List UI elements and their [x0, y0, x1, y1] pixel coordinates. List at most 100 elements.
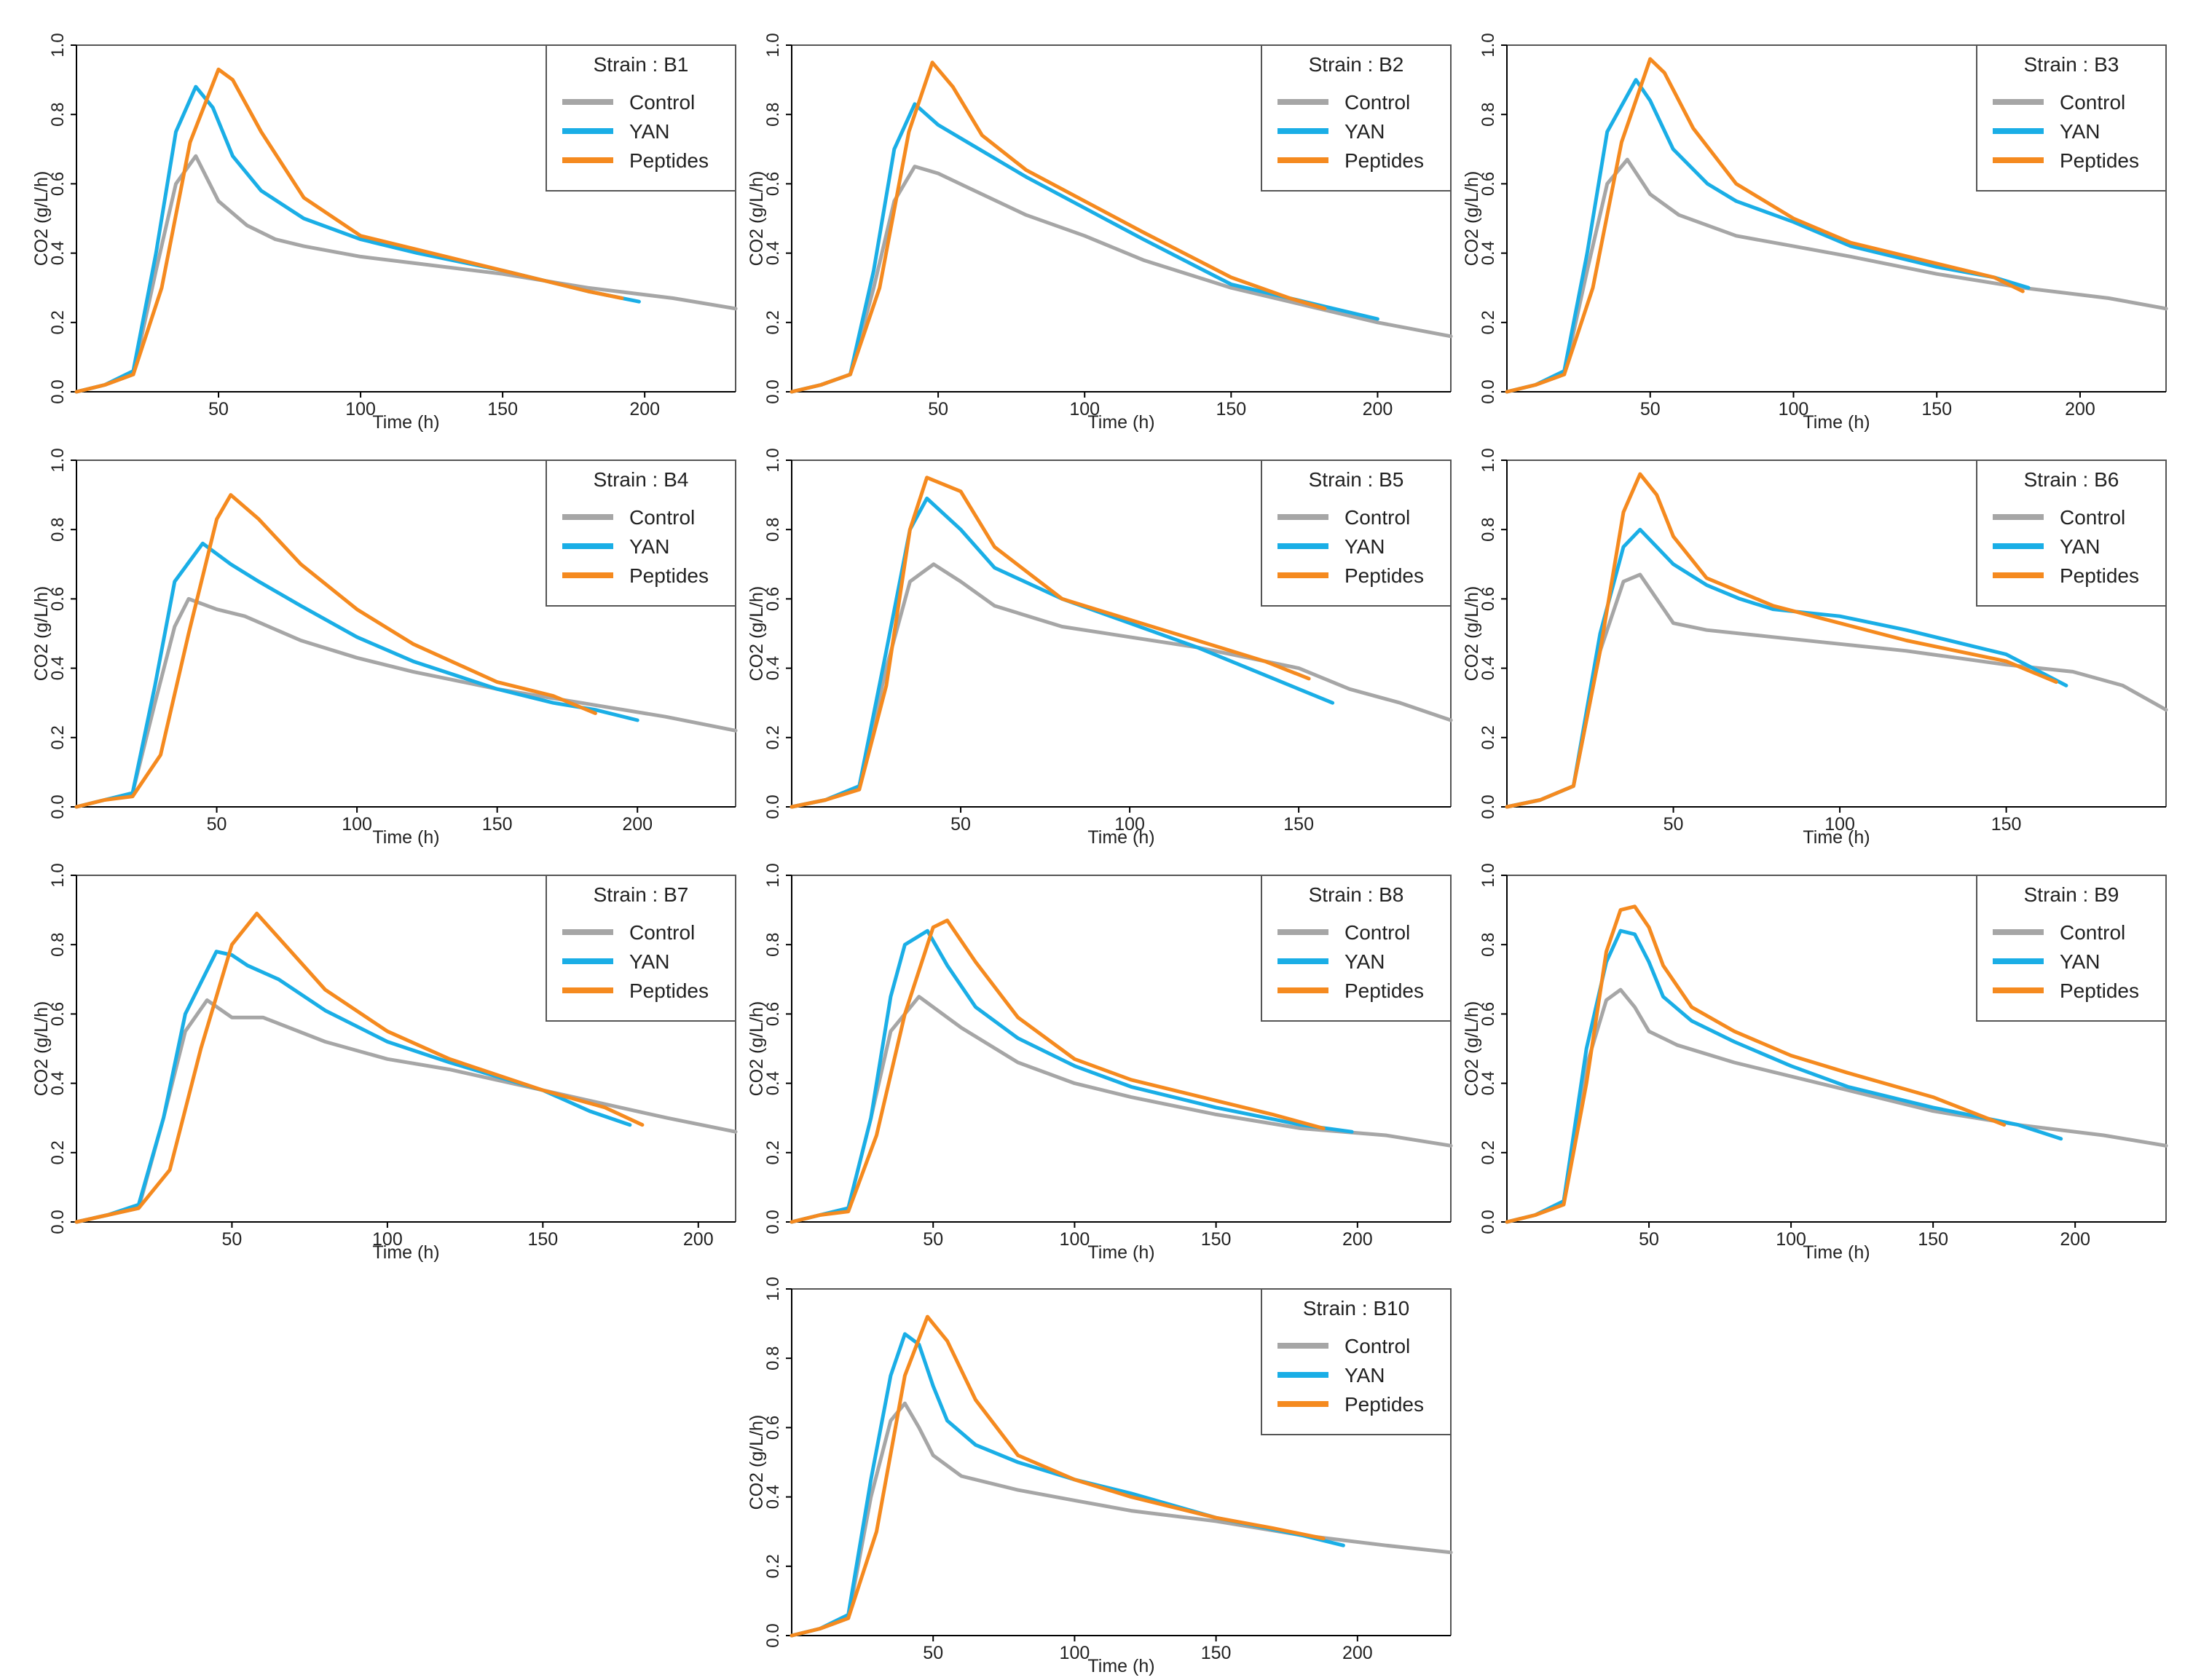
chart-panel: 0.0 0.2 0.4 0.6 0.8 1.0 50 100 150 200 Time (h) CO2…	[1462, 863, 2168, 1263]
y-tick-label: 1.0	[48, 863, 68, 887]
legend-box	[1976, 460, 2167, 607]
y-axis-title: CO2 (g/L/h)	[747, 1415, 767, 1510]
y-tick-label: 0.4	[48, 1071, 68, 1095]
y-tick-label: 0.4	[48, 656, 68, 680]
legend-label-control: Control	[1344, 921, 1410, 944]
y-axis-title: CO2 (g/L/h)	[31, 586, 52, 682]
y-axis-title: CO2 (g/L/h)	[747, 171, 767, 267]
legend-box	[546, 44, 736, 192]
x-tick-label: 50	[950, 814, 971, 835]
y-tick-label: 0.0	[48, 379, 68, 403]
legend-label-control: Control	[1344, 1335, 1410, 1357]
series-line-yan	[790, 496, 1335, 809]
y-tick-label: 0.2	[763, 725, 783, 749]
series-line-control	[1505, 987, 2168, 1224]
x-tick-label: 50	[1639, 1229, 1659, 1250]
x-tick-label: 150	[1283, 814, 1314, 835]
legend-box	[546, 460, 736, 607]
y-tick-label: 0.6	[763, 1416, 783, 1440]
y-tick-label: 0.2	[1479, 310, 1498, 334]
x-tick-label: 50	[1664, 814, 1684, 835]
y-tick-label: 0.2	[763, 1554, 783, 1578]
legend-title: Strain : B7	[594, 883, 689, 906]
chart-panel: 0.0 0.2 0.4 0.6 0.8 1.0 50 100 150 200 Time (h) CO2…	[747, 863, 1453, 1263]
x-axis-title: Time (h)	[372, 827, 439, 848]
series-line-control	[74, 596, 738, 809]
legend-label-peptides: Peptides	[2060, 149, 2139, 172]
series-line-control	[74, 998, 738, 1224]
series-line-yan	[1505, 928, 2063, 1224]
y-axis-title: CO2 (g/L/h)	[31, 171, 52, 267]
y-tick-label: 0.0	[763, 1623, 783, 1647]
y-tick-label: 0.2	[48, 725, 68, 749]
legend-title: Strain : B9	[2024, 883, 2119, 906]
y-axis-title: CO2 (g/L/h)	[31, 1001, 52, 1097]
y-tick-label: 1.0	[1479, 448, 1498, 472]
y-tick-label: 0.6	[48, 587, 68, 611]
y-tick-label: 0.4	[763, 241, 783, 265]
y-tick-label: 0.0	[1479, 794, 1498, 819]
legend-label-control: Control	[2060, 506, 2125, 529]
y-tick-label: 0.8	[48, 518, 68, 542]
y-tick-label: 0.2	[48, 1140, 68, 1164]
x-tick-label: 100	[372, 1229, 403, 1250]
x-tick-label: 200	[2065, 399, 2095, 419]
x-tick-label: 200	[1363, 399, 1393, 419]
chart-panel: 0.0 0.2 0.4 0.6 0.8 1.0 50 100 150 Time (h) CO2 (g…	[747, 448, 1453, 848]
y-tick-label: 0.6	[1479, 1002, 1498, 1026]
x-tick-label: 150	[482, 814, 513, 835]
y-tick-label: 0.6	[1479, 172, 1498, 196]
legend-label-peptides: Peptides	[629, 149, 709, 172]
chart-panel: 0.0 0.2 0.4 0.6 0.8 1.0 50 100 150 200 Time (h) CO2…	[31, 863, 738, 1263]
legend-label-yan: YAN	[1344, 120, 1385, 143]
series-line-peptides	[790, 60, 1327, 394]
y-tick-label: 0.4	[1479, 1071, 1498, 1095]
chart-panel: 0.0 0.2 0.4 0.6 0.8 1.0 50 100 150 200 Time (h) CO2…	[747, 1277, 1453, 1676]
chart-panel: 0.0 0.2 0.4 0.6 0.8 1.0 50 100 150 200 Time (h) CO2…	[31, 448, 738, 848]
series-line-peptides	[790, 1314, 1326, 1638]
y-tick-label: 0.8	[1479, 103, 1498, 127]
x-tick-label: 50	[208, 399, 229, 419]
y-tick-label: 0.6	[763, 172, 783, 196]
y-tick-label: 0.4	[763, 1485, 783, 1509]
y-tick-label: 0.4	[48, 241, 68, 265]
x-axis-title: Time (h)	[1803, 827, 1870, 848]
x-tick-label: 200	[683, 1229, 714, 1250]
x-tick-label: 100	[1779, 399, 1809, 419]
x-tick-label: 150	[1216, 399, 1246, 419]
x-tick-label: 100	[1069, 399, 1100, 419]
y-tick-label: 1.0	[1479, 33, 1498, 57]
legend-box	[1976, 875, 2167, 1022]
y-tick-label: 1.0	[48, 448, 68, 472]
y-axis-title: CO2 (g/L/h)	[1462, 1001, 1482, 1097]
y-tick-label: 0.2	[48, 310, 68, 334]
legend-title: Strain : B5	[1309, 468, 1404, 491]
legend-label-yan: YAN	[1344, 950, 1385, 973]
y-tick-label: 0.0	[48, 1210, 68, 1234]
legend-box	[1261, 44, 1452, 192]
x-tick-label: 150	[527, 1229, 558, 1250]
y-tick-label: 0.0	[1479, 1210, 1498, 1234]
x-tick-label: 150	[487, 399, 518, 419]
x-axis-title: Time (h)	[1087, 412, 1154, 433]
series-line-yan	[790, 928, 1354, 1224]
y-tick-label: 0.8	[763, 933, 783, 957]
x-tick-label: 100	[1060, 1643, 1090, 1663]
series-line-control	[790, 995, 1453, 1224]
x-tick-label: 200	[1342, 1643, 1373, 1663]
legend-label-peptides: Peptides	[629, 979, 709, 1002]
x-tick-label: 200	[1342, 1229, 1373, 1250]
series-line-yan	[1505, 78, 2031, 394]
y-tick-label: 0.8	[763, 1346, 783, 1371]
series-line-control	[790, 1401, 1453, 1638]
y-tick-label: 0.4	[763, 656, 783, 680]
y-tick-label: 0.6	[48, 172, 68, 196]
x-tick-label: 150	[1921, 399, 1952, 419]
legend-label-yan: YAN	[2060, 120, 2101, 143]
y-tick-label: 0.0	[763, 794, 783, 819]
series-line-peptides	[790, 476, 1311, 809]
y-tick-label: 0.0	[48, 794, 68, 819]
legend-label-control: Control	[2060, 921, 2125, 944]
y-tick-label: 1.0	[763, 448, 783, 472]
series-line-control	[790, 165, 1453, 394]
